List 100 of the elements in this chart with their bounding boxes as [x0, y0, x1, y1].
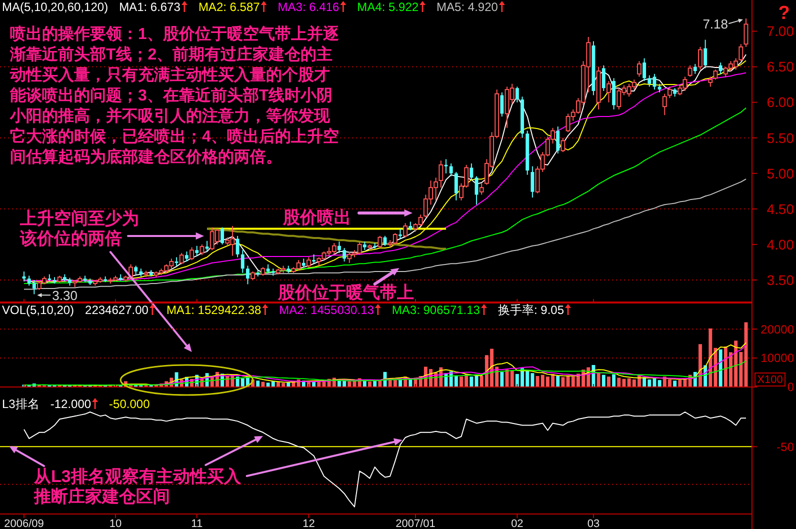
candlestick — [184, 251, 188, 262]
text: MA3: 906571.13 — [392, 303, 480, 317]
bar — [658, 380, 662, 387]
text: -50 — [776, 440, 794, 454]
candlestick — [444, 158, 448, 174]
text: MA2: 6.587 — [198, 0, 260, 14]
candlestick — [342, 247, 346, 262]
candlestick — [530, 166, 534, 198]
text: MA4: 5.922 — [357, 0, 419, 14]
line-series — [156, 344, 746, 385]
y-tick-label: 0 — [787, 380, 794, 394]
candlestick — [648, 74, 652, 88]
text: MA3: 6.416 — [278, 0, 340, 14]
candlestick — [704, 39, 708, 69]
text: MA1: 1529422.38 — [166, 303, 262, 317]
bar — [698, 344, 702, 387]
text: MA1: 6.673 — [119, 0, 181, 14]
bar — [718, 349, 722, 387]
candlestick — [662, 93, 667, 116]
candlestick — [240, 250, 244, 274]
y-tick-label: 4.50 — [766, 200, 794, 217]
annotation: 3.30 — [52, 288, 78, 304]
bar — [470, 376, 474, 387]
y-tick-label: 5.50 — [766, 130, 794, 146]
annotation: 换手率: 9.05 — [498, 303, 564, 317]
candlestick — [515, 86, 519, 103]
annotation: 从L3排名观察有主动性买入推断庄家建仓区间 — [33, 467, 242, 506]
x-tick-label: 2006/09 — [4, 518, 44, 529]
candlestick — [195, 245, 199, 256]
annotation: 股价位于暖气带上 — [277, 283, 414, 302]
candlestick — [236, 235, 240, 258]
candlestick — [479, 182, 484, 196]
y-tick-label: 6.50 — [766, 58, 794, 75]
annotation: 2234627.00 — [85, 303, 149, 317]
bar — [612, 374, 616, 387]
text: -12.000 — [50, 397, 92, 411]
x-tick-label: 12 — [302, 518, 315, 529]
candlestick — [556, 126, 560, 154]
annotation: 股价喷出 — [282, 208, 351, 227]
candlestick — [708, 76, 713, 88]
candlestick — [338, 241, 341, 254]
candlestick — [642, 58, 646, 82]
candlestick — [449, 162, 453, 177]
y-tick-label: 7.00 — [766, 23, 794, 40]
candlestick — [688, 64, 692, 78]
x-tick-label: 10 — [109, 518, 122, 529]
bar — [561, 377, 565, 387]
bar — [256, 380, 260, 387]
candlestick — [668, 86, 672, 99]
line-series — [24, 360, 746, 386]
candlestick — [306, 256, 311, 268]
bar — [602, 374, 606, 387]
legend-title: MA(5,10,20,60,120) — [2, 0, 108, 14]
bar — [606, 376, 610, 387]
candlestick — [698, 46, 702, 70]
candlestick — [470, 162, 474, 181]
candlestick — [738, 44, 744, 62]
y-axis-title: X100 — [757, 374, 783, 386]
candlestick — [32, 279, 36, 295]
candlestick — [718, 62, 722, 74]
annotation: 7.18 — [702, 16, 728, 32]
candlestick — [205, 240, 209, 252]
candlestick — [179, 252, 184, 265]
annotation: 喷出的操作要领：1、股价位于暖空气带上并逐渐靠近前头部T线；2、前期有过庄家建仓的主动性买入量，只有充满主动性买入量的个股才能谈喷出的问题；3、在靠近前头部T线时小阴小阳的推高，并不吸引人的注意力，等你发现它大涨的时候，已经喷出；4、喷出后的上升空间估算起码为底部建仓区价格的两倍。 — [9, 25, 340, 166]
line-series — [206, 228, 448, 250]
bar — [596, 372, 600, 387]
candlestick — [378, 235, 382, 248]
bar — [708, 328, 712, 387]
annotation: 上升空间至少为该价位的两倍 — [19, 209, 139, 248]
candlestick — [200, 244, 204, 256]
x-tick-label: 02 — [511, 518, 524, 529]
y-tick-label: 10000 — [760, 351, 794, 366]
x-tick-label: 03 — [587, 518, 600, 529]
x-tick-label: 11 — [191, 518, 203, 529]
y-tick-label: 4.00 — [766, 236, 794, 252]
candlestick — [190, 246, 194, 261]
candlestick — [438, 160, 444, 188]
candlestick — [220, 226, 224, 245]
bar — [368, 381, 372, 387]
y-tick-label: 6.00 — [766, 94, 794, 110]
text: -50.000 — [109, 397, 150, 411]
legend-title: VOL(5,10,20) — [2, 303, 74, 317]
text: MA5: 4.920 — [436, 0, 498, 14]
bar — [678, 380, 682, 387]
y-tick-label: 5.00 — [766, 165, 794, 182]
text: ? — [778, 3, 790, 24]
candlestick — [500, 92, 504, 118]
text: MA2: 1455030.13 — [279, 303, 374, 317]
candlestick — [403, 222, 408, 238]
candlestick — [454, 171, 458, 201]
candlestick — [636, 60, 642, 78]
y-tick-label: 20000 — [760, 322, 794, 336]
bar — [500, 372, 504, 387]
candlestick — [744, 18, 748, 48]
candlestick — [713, 69, 718, 80]
y-tick-label: 3.50 — [766, 272, 794, 288]
bar — [673, 380, 677, 387]
bar — [556, 376, 560, 387]
candlestick — [246, 265, 250, 285]
chart-title: L3排名 — [2, 397, 40, 411]
